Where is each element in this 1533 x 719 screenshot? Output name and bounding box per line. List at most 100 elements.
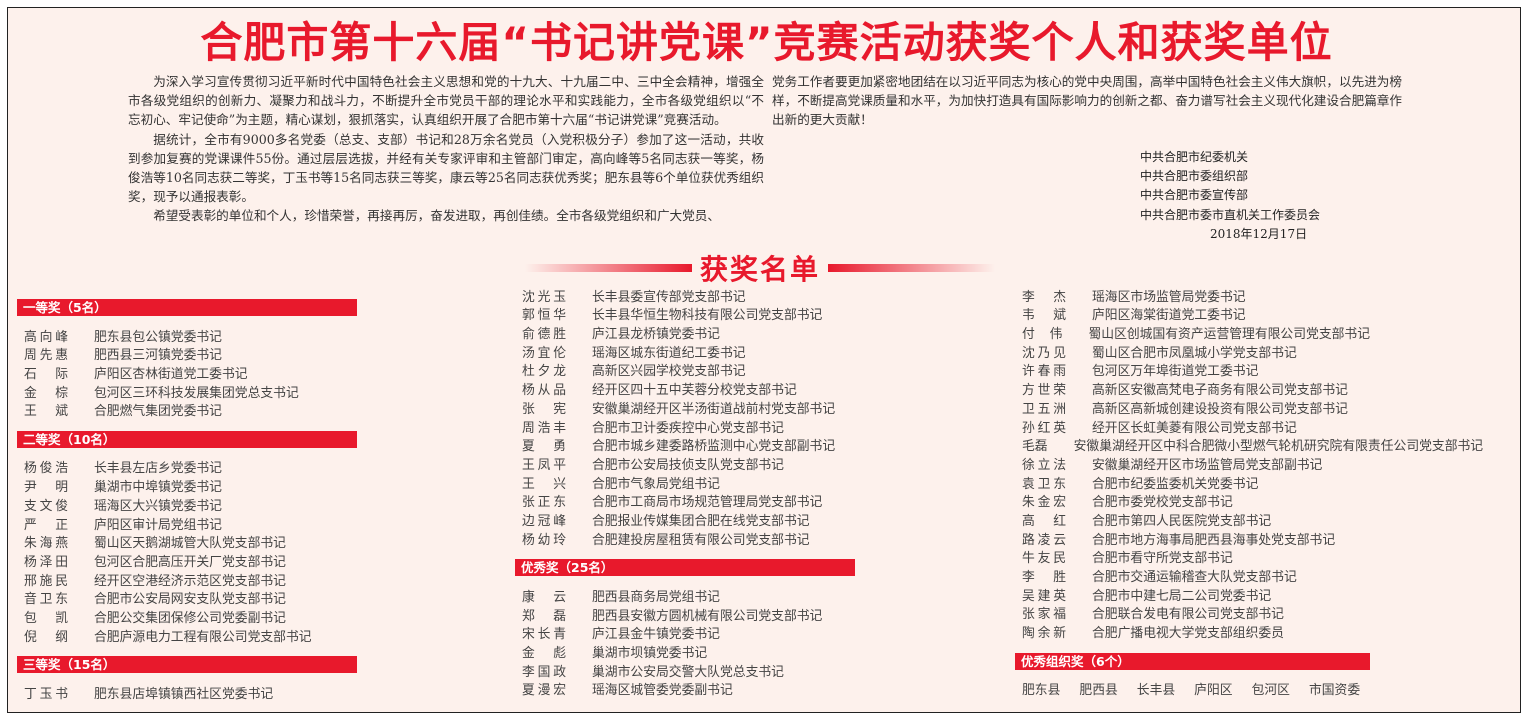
- awardee-name: 俞德胜: [522, 327, 566, 343]
- awardee-name: 杨俊浩: [24, 461, 68, 477]
- awardee-row: 丁玉书 肥东县店埠镇镇西社区党委书记: [17, 686, 357, 705]
- awardee-position: 巢湖市公安局交警大队党总支书记: [592, 664, 784, 680]
- awardee-name: 金彪: [522, 645, 566, 661]
- awardee-position: 合肥市中建七局二公司党委书记: [1092, 588, 1272, 604]
- awardee-position: 肥西县商务局党组书记: [592, 589, 720, 605]
- signatory: 中共合肥市委宣传部: [1140, 188, 1249, 203]
- awardee-name: 王凤平: [522, 457, 566, 473]
- awardee-row: 郑磊 肥西县安徽方圆机械有限公司党支部书记: [515, 608, 855, 627]
- awardee-name: 孙红英: [1022, 420, 1066, 436]
- awardee-row: 杨泽田 包河区合肥高压开关厂党支部书记: [17, 554, 357, 573]
- awardee-name: 高向峰: [24, 329, 68, 345]
- awardee-position: 合肥燃气集团党委书记: [94, 404, 222, 420]
- awardee-position: 长丰县华恒生物科技有限公司党支部书记: [592, 308, 823, 324]
- awardee-row: 夏漫宏 瑶海区城管委党委副书记: [515, 682, 855, 701]
- winning-unit: 肥东县: [1022, 683, 1061, 699]
- awardee-name: 吴建英: [1022, 588, 1066, 604]
- awardee-name: 沈光玉: [522, 289, 566, 305]
- awardee-name: 杨泽田: [24, 554, 68, 570]
- awardee-position: 包河区合肥高压开关厂党支部书记: [94, 554, 286, 570]
- awardee-name: 张正东: [522, 495, 566, 511]
- intro-left-column: 为深入学习宣传贯彻习近平新时代中国特色社会主义思想和党的十九大、十九届二中、三中…: [128, 72, 764, 226]
- awardee-name: 邢施民: [24, 573, 68, 589]
- awardee-row: 毛磊 安徽巢湖经开区中科合肥微小型燃气轮机研究院有限责任公司党支部书记: [1015, 438, 1483, 457]
- awardee-position: 合肥公交集团保修公司党委副书记: [94, 610, 286, 626]
- winning-unit: 长丰县: [1136, 683, 1176, 699]
- awardee-name: 徐立法: [1022, 457, 1066, 473]
- awardee-row: 卫五洲 高新区高新城创建设投资有限公司党支部书记: [1015, 401, 1370, 420]
- intro-paragraph-3-end: 党务工作者要更加紧密地团结在以习近平同志为核心的党中央周围，高举中国特色社会主义…: [772, 74, 1402, 128]
- awardee-name: 石际: [24, 366, 68, 382]
- awardee-row: 倪纲 合肥庐源电力工程有限公司党支部书记: [17, 629, 357, 648]
- awardee-position: 庐阳区杏林街道党工委书记: [94, 366, 248, 382]
- awardee-name: 高红: [1022, 513, 1066, 529]
- awardee-name: 金棕: [24, 385, 68, 401]
- awardee-row: 夏勇 合肥市城乡建委路桥监测中心党支部副书记: [515, 438, 855, 457]
- awardee-name: 李国政: [522, 664, 566, 680]
- award-column-3: 李杰 瑶海区市场监管局党委书记 韦斌 庐阳区海棠街道党工委书记 付伟 蜀山区创城国有资产运…: [1015, 289, 1483, 701]
- awardee-name: 沈乃见: [1022, 345, 1066, 361]
- intro-paragraph-1: 为深入学习宣传贯彻习近平新时代中国特色社会主义思想和党的十九大、十九届二中、三中…: [128, 74, 764, 128]
- awardee-name: 张家福: [1022, 607, 1066, 623]
- awardee-position: 经开区空港经济示范区党支部书记: [94, 573, 286, 589]
- awardee-row: 严正 庐阳区审计局党组书记: [17, 517, 357, 536]
- awardee-name: 汤宜伦: [522, 345, 566, 361]
- awardee-position: 高新区安徽高梵电子商务有限公司党支部书记: [1092, 383, 1348, 399]
- banner-line-right: [828, 264, 995, 272]
- awardee-row: 杜夕龙 高新区兴园学校党支部书记: [515, 363, 855, 382]
- award-list-banner: 获奖名单: [500, 248, 1020, 288]
- awardee-row: 朱金宏 合肥市委党校党支部书记: [1015, 494, 1370, 513]
- intro-paragraph-2: 据统计，全市有9000多名党委（总支、支部）书记和28万余名党员（入党积极分子）…: [128, 131, 764, 205]
- awardee-row: 周浩丰 合肥市卫计委疾控中心党支部书记: [515, 420, 855, 439]
- awardee-row: 郭恒华 长丰县华恒生物科技有限公司党支部书记: [515, 307, 855, 326]
- awardee-position: 合肥庐源电力工程有限公司党支部书记: [94, 629, 312, 645]
- awardee-position: 巢湖市坝镇党委书记: [592, 645, 708, 661]
- awardee-row: 王兴 合肥市气象局党组书记: [515, 476, 855, 495]
- awardee-position: 包河区万年埠街道党工委书记: [1092, 364, 1259, 380]
- awardee-position: 合肥市工商局市场规范管理局党支部书记: [592, 495, 823, 511]
- awardee-row: 尹明 巢湖市中埠镇党委书记: [17, 479, 357, 498]
- awardee-position: 合肥联合发电有限公司党支部书记: [1092, 607, 1284, 623]
- awardee-row: 张宪 安徽巢湖经开区半汤街道战前村党支部书记: [515, 401, 855, 420]
- awardee-position: 合肥市公安局网安支队党支部书记: [94, 592, 286, 608]
- awardee-position: 安徽巢湖经开区市场监管局党支部副书记: [1092, 457, 1323, 473]
- awardee-name: 李胜: [1022, 570, 1066, 585]
- awardee-row: 沈乃见 蜀山区合肥市凤凰城小学党支部书记: [1015, 345, 1370, 364]
- winning-unit: 肥西县: [1079, 683, 1118, 699]
- awardee-name: 李杰: [1022, 289, 1066, 305]
- awardee-row: 王斌 合肥燃气集团党委书记: [17, 403, 357, 422]
- awardee-row: 杨从品 经开区四十五中芙蓉分校党支部书记: [515, 382, 855, 401]
- awardee-position: 瑶海区市场监管局党委书记: [1092, 289, 1246, 305]
- awardee-row: 韦斌 庐阳区海棠街道党工委书记: [1015, 307, 1370, 326]
- awardee-row: 王凤平 合肥市公安局技侦支队党支部书记: [515, 457, 855, 476]
- awardee-position: 经开区四十五中芙蓉分校党支部书记: [592, 383, 797, 399]
- awardee-row: 孙红英 经开区长虹美菱有限公司党支部书记: [1015, 420, 1370, 439]
- award-list-heading: 获奖名单: [699, 253, 820, 286]
- awardee-position: 合肥市气象局党组书记: [592, 476, 720, 492]
- awardee-row: 许春雨 包河区万年埠街道党工委书记: [1015, 363, 1370, 382]
- issue-date: 2018年12月17日: [1210, 226, 1308, 241]
- awardee-position: 合肥市地方海事局肥西县海事处党支部书记: [1092, 532, 1336, 548]
- award-category-header: 优秀奖（25名）: [515, 559, 855, 577]
- awardee-name: 毛磊: [1022, 439, 1048, 455]
- awardee-position: 包河区三环科技发展集团党总支书记: [94, 385, 299, 401]
- awardee-name: 许春雨: [1022, 364, 1066, 380]
- awardee-name: 音卫东: [24, 592, 68, 608]
- awardee-position: 合肥市纪委监委机关党委书记: [1092, 476, 1259, 492]
- awardee-row: 沈光玉 长丰县委宣传部党支部书记: [515, 289, 855, 308]
- awardee-row: 俞德胜 庐江县龙桥镇党委书记: [515, 326, 855, 345]
- awardee-position: 肥西县三河镇党委书记: [94, 348, 222, 364]
- awardee-position: 合肥市交通运输稽查大队党支部书记: [1092, 570, 1297, 585]
- awardee-row: 金彪 巢湖市坝镇党委书记: [515, 645, 855, 664]
- awardee-row: 方世荣 高新区安徽高梵电子商务有限公司党支部书记: [1015, 382, 1370, 401]
- signature-block: 中共合肥市纪委机关 中共合肥市委组织部 中共合肥市委宣传部 中共合肥市委市直机关…: [1140, 148, 1320, 244]
- page-title: 合肥市第十六届“书记讲党课”竞赛活动获奖个人和获奖单位: [200, 18, 1333, 67]
- awardee-position: 合肥市城乡建委路桥监测中心党支部副书记: [592, 439, 836, 455]
- awardee-position: 经开区长虹美菱有限公司党支部书记: [1092, 420, 1297, 436]
- awardee-name: 周浩丰: [522, 420, 566, 436]
- awardee-name: 边冠峰: [522, 513, 566, 529]
- awardee-name: 支文俊: [24, 498, 68, 514]
- page-frame: [7, 7, 1521, 713]
- awardee-position: 合肥广播电视大学党支部组织委员: [1092, 626, 1284, 642]
- awardee-row: 邢施民 经开区空港经济示范区党支部书记: [17, 573, 357, 592]
